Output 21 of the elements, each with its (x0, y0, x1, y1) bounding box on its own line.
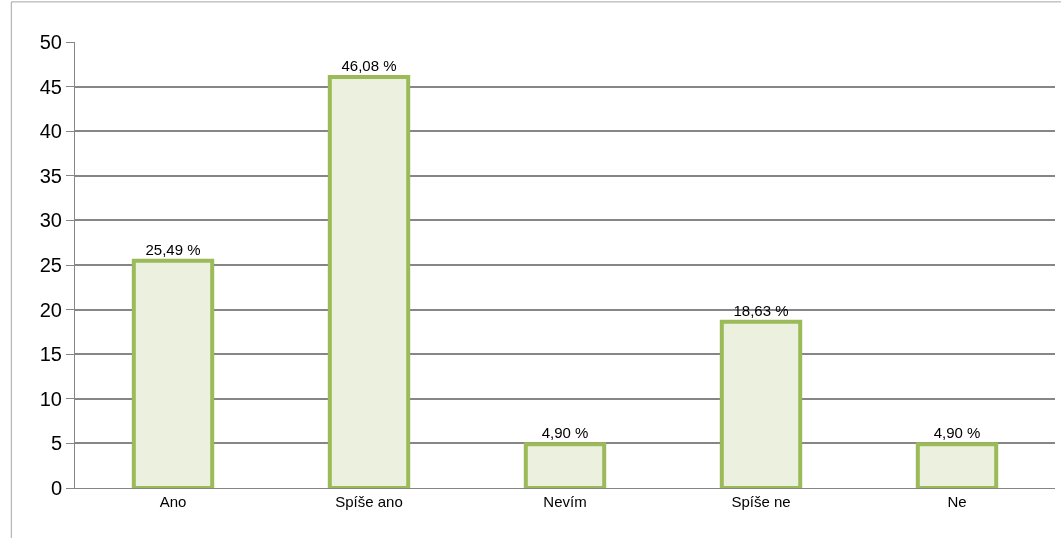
data-label: 4,90 % (933, 424, 981, 442)
y-tick-label: 25 (39, 254, 62, 276)
y-tick-label: 15 (39, 343, 62, 366)
y-tick-label: 30 (39, 209, 62, 232)
x-tick-label: Ne (947, 493, 967, 510)
x-tick-label: Ano (159, 493, 187, 510)
y-tick-label: 0 (50, 477, 62, 499)
x-tick-label: Nevím (543, 493, 587, 510)
data-label: 4,90 % (541, 424, 589, 442)
y-tick-label: 50 (39, 31, 62, 53)
x-tick-label: Spíše ne (731, 493, 791, 510)
x-tick-label: Spíše ano (335, 493, 403, 510)
data-label: 46,08 % (341, 56, 397, 74)
y-tick-label: 45 (39, 75, 62, 98)
y-tick-label: 40 (39, 120, 62, 143)
y-tick-label: 35 (39, 164, 62, 187)
data-label: 25,49 % (145, 240, 201, 258)
y-tick-label: 10 (39, 387, 62, 410)
y-tick-label: 20 (39, 298, 62, 321)
y-tick-label: 5 (50, 432, 62, 455)
data-label: 18,63 % (733, 301, 789, 319)
